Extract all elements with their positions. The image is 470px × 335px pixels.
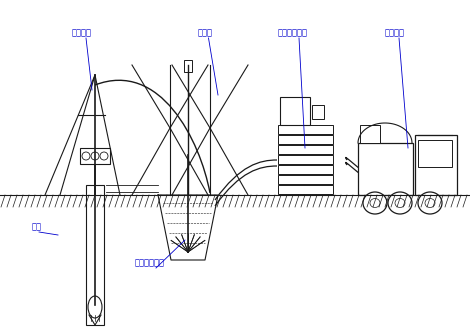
Bar	[415, 135, 457, 195]
Ellipse shape	[388, 192, 412, 214]
Bar	[86, 185, 104, 325]
Bar	[280, 97, 310, 125]
Bar	[184, 60, 192, 72]
Text: 汽车运输: 汽车运输	[385, 28, 405, 37]
Bar	[278, 135, 333, 143]
Bar	[278, 175, 333, 184]
Ellipse shape	[425, 199, 435, 207]
Bar	[278, 165, 333, 174]
Circle shape	[91, 152, 99, 160]
Bar	[278, 125, 333, 134]
Bar	[278, 145, 333, 153]
Text: 钻机钻孔: 钻机钻孔	[72, 28, 92, 37]
Ellipse shape	[363, 192, 387, 214]
Ellipse shape	[88, 296, 102, 318]
Text: 护筒: 护筒	[32, 222, 42, 231]
Text: 泥水分离设备: 泥水分离设备	[278, 28, 308, 37]
Ellipse shape	[370, 199, 380, 207]
Text: 泥浆泵: 泥浆泵	[198, 28, 213, 37]
Bar	[80, 148, 110, 164]
Bar	[312, 105, 324, 119]
Bar	[278, 155, 333, 163]
Ellipse shape	[395, 199, 405, 207]
Bar	[358, 143, 413, 195]
Bar	[418, 140, 452, 167]
Circle shape	[82, 152, 90, 160]
Ellipse shape	[418, 192, 442, 214]
Circle shape	[100, 152, 108, 160]
Bar	[278, 185, 333, 194]
Text: 埋设制浆装置: 埋设制浆装置	[135, 258, 165, 267]
Bar	[360, 125, 380, 143]
